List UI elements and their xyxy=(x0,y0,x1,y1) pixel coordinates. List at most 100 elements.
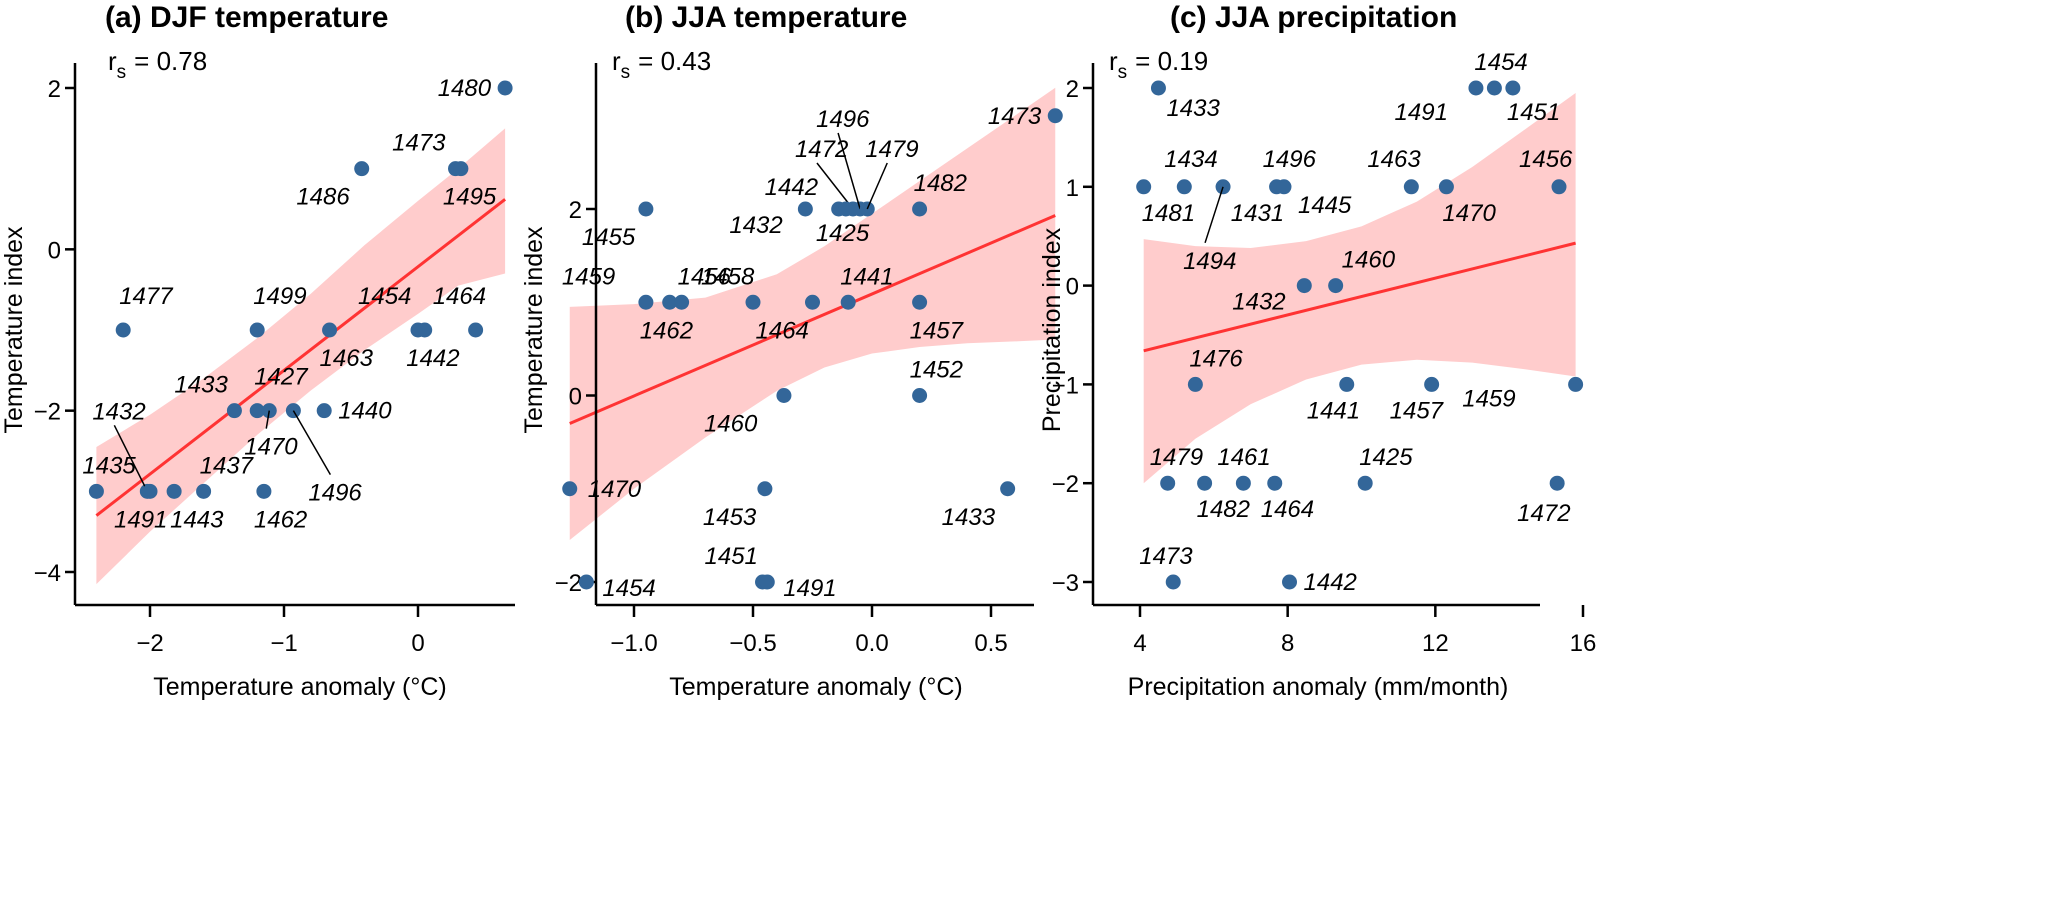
x-axis-label: Temperature anomaly (°C) xyxy=(153,673,446,701)
data-point xyxy=(1276,179,1292,195)
point-label: 1453 xyxy=(703,504,757,531)
point-label: 1479 xyxy=(1150,444,1203,471)
panel-b: (b) JJA temperature 2 0 −2 −1.0 −0.5 0.0 0.5 Tem… xyxy=(520,1,1063,701)
data-point xyxy=(840,294,856,310)
regression-line xyxy=(1143,241,1576,353)
point-label: 1459 xyxy=(562,263,615,290)
data-point xyxy=(1339,376,1355,392)
y-tick-label: 2 xyxy=(48,76,61,103)
data-point xyxy=(322,322,338,338)
x-tick-label: 0.0 xyxy=(855,630,888,657)
point-label: 1491 xyxy=(783,575,836,602)
data-point xyxy=(1296,278,1312,294)
data-point xyxy=(196,483,212,499)
point-label: 1491 xyxy=(114,506,167,533)
data-point xyxy=(578,574,594,590)
regression-line xyxy=(569,214,1056,425)
data-point xyxy=(757,481,773,497)
point-label: 1451 xyxy=(1507,99,1560,126)
point-label: 1499 xyxy=(253,283,306,310)
data-point xyxy=(838,201,854,217)
data-point xyxy=(1568,376,1584,392)
data-point xyxy=(912,201,928,217)
y-tick-label: −3 xyxy=(1052,570,1079,597)
point-label: 1432 xyxy=(729,212,782,239)
regression-line xyxy=(95,198,507,517)
point-label: 1494 xyxy=(1183,248,1236,275)
data-point xyxy=(453,161,469,177)
point-label: 1491 xyxy=(1395,99,1448,126)
point-label: 1462 xyxy=(254,506,307,533)
data-point xyxy=(417,322,433,338)
data-point xyxy=(1486,80,1502,96)
correlation-annotation: rs = 0.43 xyxy=(612,46,711,83)
y-tick-label: 0 xyxy=(569,384,582,411)
data-point xyxy=(1505,80,1521,96)
point-label: 1442 xyxy=(406,345,459,372)
y-axis-label: Temperature index xyxy=(520,226,548,434)
data-point xyxy=(638,201,654,217)
x-tick-label: −1 xyxy=(270,630,297,657)
point-label: 1441 xyxy=(840,263,893,290)
data-point xyxy=(1187,376,1203,392)
panel-title: (c) JJA precipitation xyxy=(1170,1,1457,34)
data-point xyxy=(912,294,928,310)
data-point xyxy=(1176,179,1192,195)
data-point xyxy=(316,403,332,419)
point-label: 1495 xyxy=(443,184,497,211)
panel-a: (a) DJF temperature 2 0 −2 −4 −2 −1 0 Temperatur… xyxy=(0,1,515,701)
x-tick-label: −0.5 xyxy=(729,630,776,657)
point-label: 1425 xyxy=(1359,444,1413,471)
point-label: 1431 xyxy=(1231,200,1284,227)
data-point xyxy=(256,483,272,499)
panel-c: (c) JJA precipitation 2 1 0 −1 −2 −3 4 8 12 16 Prec… xyxy=(1038,1,1596,701)
data-point xyxy=(1468,80,1484,96)
point-label: 1480 xyxy=(438,75,492,102)
y-tick-label: 0 xyxy=(1066,274,1079,301)
point-label: 1440 xyxy=(338,398,392,425)
data-point xyxy=(1549,475,1565,491)
x-tick-label: 12 xyxy=(1422,630,1449,657)
x-tick-label: −1.0 xyxy=(610,630,657,657)
point-label: 1442 xyxy=(1304,569,1357,596)
point-label: 1479 xyxy=(865,136,918,163)
correlation-annotation: rs = 0.78 xyxy=(108,46,207,83)
data-point xyxy=(115,322,131,338)
point-label: 1457 xyxy=(910,317,965,344)
point-label: 1433 xyxy=(1166,95,1220,122)
data-point xyxy=(674,294,690,310)
point-label: 1433 xyxy=(174,372,228,399)
data-point xyxy=(1136,179,1152,195)
data-point xyxy=(1165,574,1181,590)
point-label: 1472 xyxy=(1517,500,1570,527)
x-tick-label: 0 xyxy=(411,630,424,657)
point-label: 1473 xyxy=(988,103,1042,130)
point-label: 1459 xyxy=(1462,385,1515,412)
point-label: 1425 xyxy=(816,220,870,247)
data-point xyxy=(1235,475,1251,491)
point-label: 1455 xyxy=(582,224,636,251)
y-tick-label: 1 xyxy=(1066,175,1079,202)
y-axis-label: Precipitation index xyxy=(1038,227,1066,432)
label-leader-line xyxy=(816,162,854,210)
y-tick-label: −4 xyxy=(34,560,61,587)
point-label: 1473 xyxy=(392,130,446,157)
point-label: 1496 xyxy=(816,106,870,133)
data-point xyxy=(1328,278,1344,294)
data-point xyxy=(805,294,820,310)
point-label: 1464 xyxy=(433,283,486,310)
point-label: 1427 xyxy=(254,364,309,391)
data-point xyxy=(1438,179,1454,195)
point-label: 1461 xyxy=(1217,444,1270,471)
data-point xyxy=(1047,108,1063,124)
point-label: 1470 xyxy=(244,434,298,461)
point-label: 1454 xyxy=(358,283,411,310)
data-point xyxy=(1424,376,1440,392)
point-label: 1463 xyxy=(320,345,374,372)
correlation-annotation: rs = 0.19 xyxy=(1109,46,1208,83)
point-label: 1463 xyxy=(1367,146,1421,173)
y-tick-label: −1 xyxy=(1052,372,1079,399)
point-label: 1460 xyxy=(704,411,758,438)
point-label: 1482 xyxy=(914,170,967,197)
